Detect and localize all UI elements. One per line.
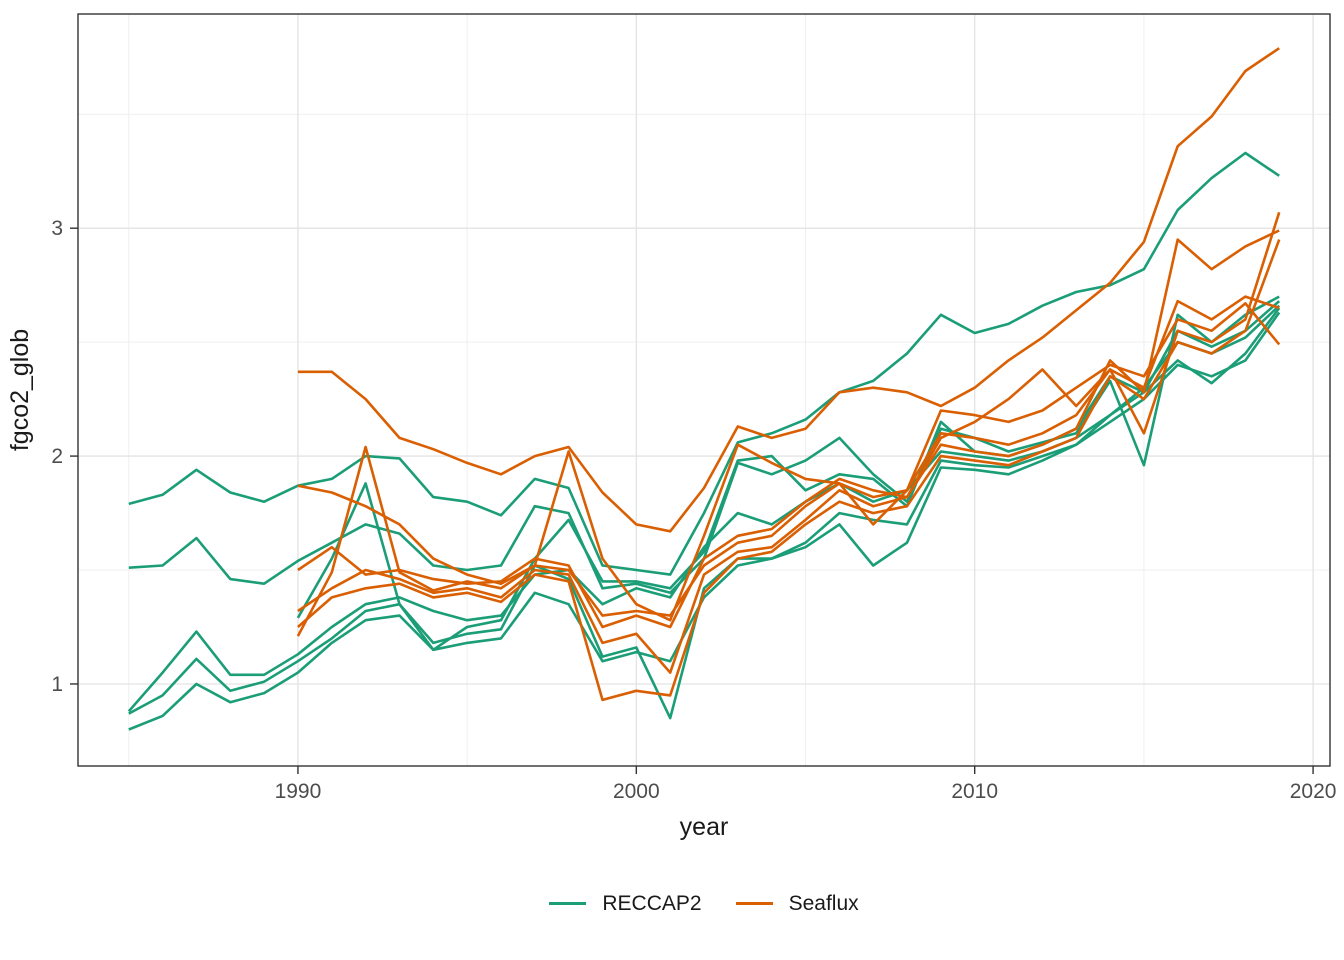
seaflux-line-1 (297, 47, 1280, 533)
reccap2-line-3 (127, 304, 1281, 713)
axis-tick-labels: 1990 2000 2010 2020 1 2 3 (51, 217, 1336, 803)
x-tick-label-2010: 2010 (951, 780, 998, 803)
axis-ticks (70, 227, 1314, 774)
panel-border (77, 13, 1331, 767)
seaflux-line-2 (296, 302, 1281, 637)
x-tick-label-2020: 2020 (1290, 780, 1337, 803)
reccap2-line-6 (296, 300, 1281, 652)
seaflux-line-4 (297, 229, 1280, 674)
seaflux-line-swatch (735, 902, 773, 905)
reccap2-line-5 (128, 311, 1281, 731)
x-tick-label-2000: 2000 (613, 780, 660, 803)
x-axis-title: year (680, 813, 729, 841)
y-tick-label-1: 1 (51, 673, 63, 696)
y-tick-label-3: 3 (51, 217, 63, 240)
reccap2-line-1 (128, 151, 1280, 576)
series-lines (127, 47, 1281, 731)
seaflux-line-5 (297, 239, 1281, 702)
gridlines-major (78, 14, 1330, 766)
legend-item-seaflux: Seaflux (735, 892, 859, 915)
y-tick-label-2: 2 (51, 445, 63, 468)
legend-item-reccap2: RECCAP2 (549, 892, 702, 915)
legend-label-seaflux: Seaflux (788, 892, 859, 915)
legend: RECCAP2 Seaflux (78, 893, 1330, 914)
x-tick-label-1990: 1990 (275, 780, 322, 803)
y-axis-title: fgco2_glob (6, 329, 34, 451)
reccap2-line-4 (128, 307, 1281, 720)
reccap2-line-swatch (549, 902, 587, 905)
legend-label-reccap2: RECCAP2 (602, 892, 702, 915)
seaflux-line-6 (297, 295, 1280, 617)
